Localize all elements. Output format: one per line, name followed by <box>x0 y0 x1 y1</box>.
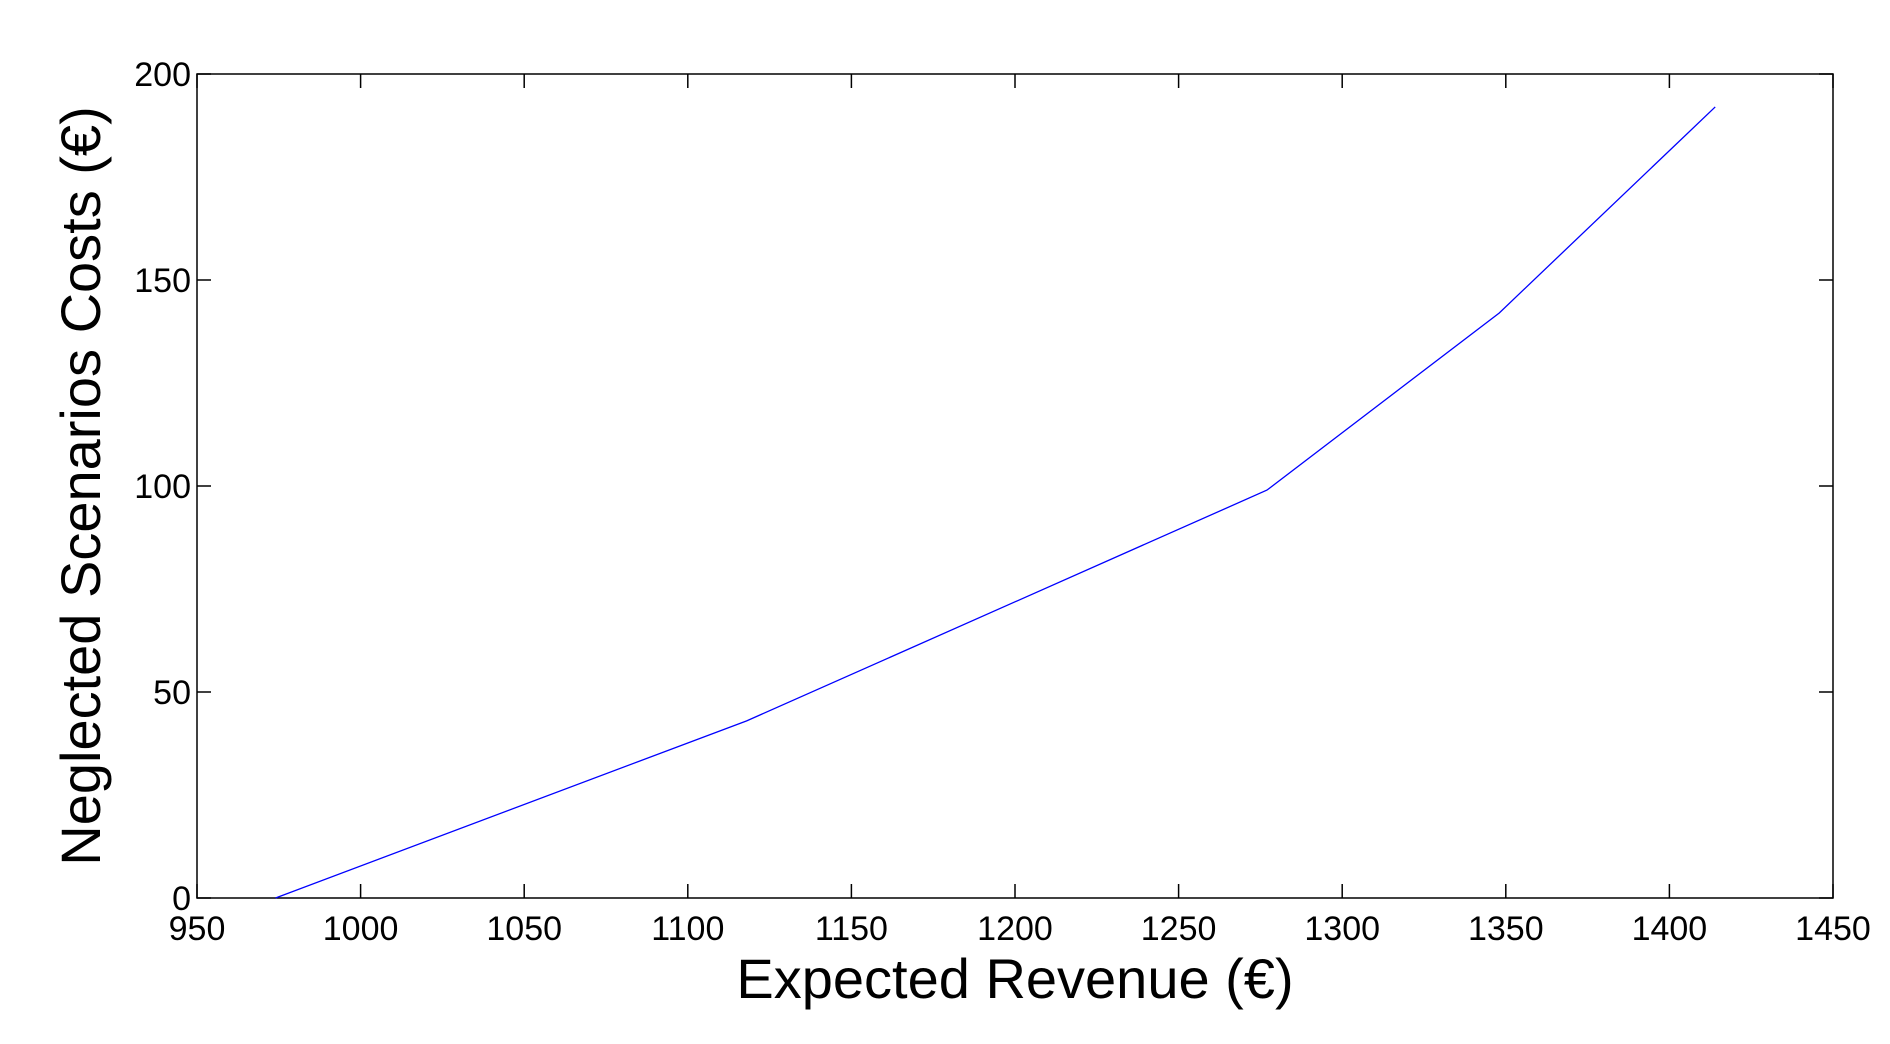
x-tick-label: 1050 <box>486 910 562 948</box>
y-tick-label: 150 <box>134 262 191 300</box>
y-tick-label: 200 <box>134 56 191 94</box>
y-tick-label: 100 <box>134 468 191 506</box>
x-tick-label: 1350 <box>1468 910 1544 948</box>
x-tick-label: 1000 <box>323 910 399 948</box>
plot-frame <box>196 73 1834 899</box>
y-axis-label: Neglected Scenarios Costs (€) <box>49 106 112 865</box>
x-tick-label: 1150 <box>815 910 888 948</box>
x-tick-label: 1400 <box>1632 910 1708 948</box>
x-tick-label: 1250 <box>1141 910 1217 948</box>
x-tick-label: 1300 <box>1304 910 1380 948</box>
x-tick-label: 1200 <box>977 910 1053 948</box>
line-series <box>275 106 1716 899</box>
y-tick-label: 50 <box>153 674 191 712</box>
x-tick-label: 1100 <box>651 910 724 948</box>
x-axis-label: Expected Revenue (€) <box>736 947 1293 1010</box>
x-tick-label: 950 <box>169 910 226 948</box>
y-tick-label: 0 <box>172 880 191 918</box>
x-tick-label: 1450 <box>1795 910 1871 948</box>
